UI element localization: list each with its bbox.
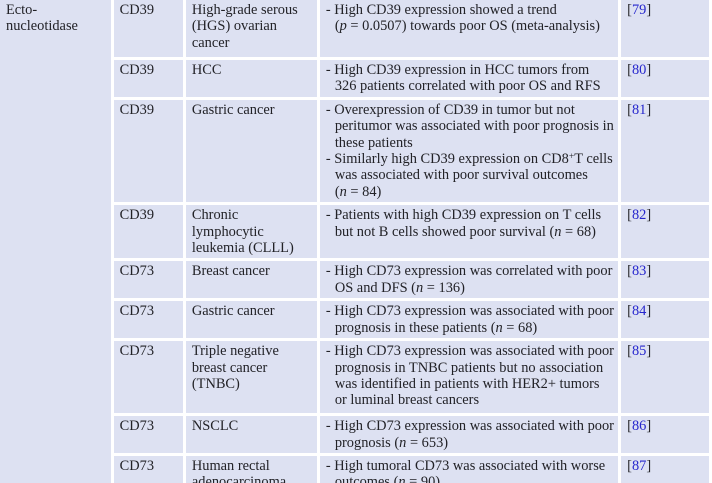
findings-cell: - High CD73 expression was associated wi… [319, 301, 619, 339]
finding-item: - High CD73 expression was associated wi… [325, 343, 614, 409]
reference-cell: [80] [621, 60, 709, 97]
citation-open-bracket: [ [627, 263, 632, 280]
citation-close-bracket: ] [646, 303, 652, 320]
table-row: CD73 NSCLC - High CD73 expression was as… [0, 416, 709, 453]
marker-cell: CD73 [113, 455, 183, 483]
finding-item: - Similarly high CD39 expression on CD8+… [325, 151, 613, 200]
table-row: CD39 HCC - High CD39 expression in HCC t… [0, 60, 709, 97]
cancer-type-cell: Triple negative breast cancer (TNBC) [185, 341, 317, 414]
citation-open-bracket: [ [627, 101, 632, 118]
marker-cell: CD39 [113, 60, 183, 97]
table-row: CD73 Human rectal adenocarcinoma - High … [0, 455, 709, 483]
citation-link[interactable]: 84 [631, 303, 647, 320]
citation-link[interactable]: 86 [631, 418, 647, 435]
finding-item: - Overexpression of CD39 in tumor but no… [325, 101, 614, 151]
citation-link[interactable]: 85 [631, 343, 647, 360]
findings-cell: - High CD39 expression showed a trend (p… [319, 0, 619, 57]
reference-cell: [79] [621, 0, 709, 57]
findings-cell: - Patients with high CD39 expression on … [319, 205, 619, 259]
citation-link[interactable]: 79 [631, 2, 647, 18]
citation-open-bracket: [ [627, 62, 632, 78]
cancer-type-cell: High-grade serous (HGS) ovarian cancer [185, 0, 317, 57]
table-row: CD39 Gastric cancer - Overexpression of … [0, 99, 709, 203]
findings-cell: - High CD73 expression was correlated wi… [319, 261, 619, 299]
finding-item: - High CD39 expression in HCC tumors fro… [325, 62, 601, 95]
findings-cell: - High CD39 expression in HCC tumors fro… [319, 60, 619, 97]
cancer-type-cell: NSCLC [185, 416, 317, 453]
marker-cell: CD39 [113, 205, 183, 259]
citation-close-bracket: ] [646, 418, 652, 435]
table-row: CD73 Breast cancer - High CD73 expressio… [0, 261, 709, 299]
citation-open-bracket: [ [627, 457, 632, 474]
citation-open-bracket: [ [627, 343, 632, 360]
finding-item: - High CD39 expression showed a trend (p… [325, 2, 600, 35]
cancer-type-cell: Gastric cancer [185, 301, 317, 339]
reference-cell: [83] [621, 261, 709, 299]
reference-cell: [81] [621, 99, 709, 203]
finding-item: - High CD73 expression was associated wi… [325, 418, 614, 451]
citation-close-bracket: ] [646, 343, 652, 360]
cancer-type-cell: HCC [185, 60, 317, 97]
reference-cell: [85] [621, 341, 709, 414]
findings-cell: - High CD73 expression was associated wi… [319, 416, 619, 453]
citation-link[interactable]: 83 [631, 263, 647, 280]
marker-cell: CD39 [113, 0, 183, 57]
table-row: CD39 Chronic lymphocytic leukemia (CLLL)… [0, 205, 709, 259]
marker-cell: CD73 [113, 416, 183, 453]
citation-link[interactable]: 81 [631, 101, 647, 118]
marker-cell: CD73 [113, 261, 183, 299]
citation-open-bracket: [ [627, 303, 632, 320]
citation-link[interactable]: 82 [631, 207, 647, 224]
finding-item: - Patients with high CD39 expression on … [325, 207, 602, 240]
citation-close-bracket: ] [646, 101, 652, 118]
cancer-type-cell: Chronic lymphocytic leukemia (CLLL) [185, 205, 317, 259]
marker-cell: CD39 [113, 99, 183, 203]
citation-close-bracket: ] [646, 457, 652, 474]
table-row: CD73 Triple negative breast cancer (TNBC… [0, 341, 709, 414]
cancer-type-cell: Gastric cancer [185, 99, 317, 203]
citation-close-bracket: ] [646, 263, 652, 280]
marker-cell: CD73 [113, 301, 183, 339]
finding-item: - High CD73 expression was associated wi… [325, 303, 614, 336]
finding-item: - High tumoral CD73 was associated with … [325, 457, 606, 483]
citation-open-bracket: [ [627, 207, 632, 224]
citation-close-bracket: ] [646, 207, 652, 224]
citation-close-bracket: ] [646, 62, 652, 78]
category-cell: Ecto-nucleotidase [0, 0, 111, 483]
findings-cell: - High CD73 expression was associated wi… [319, 341, 619, 414]
citation-open-bracket: [ [627, 418, 632, 435]
citation-link[interactable]: 87 [631, 457, 647, 474]
findings-cell: - Overexpression of CD39 in tumor but no… [319, 99, 619, 203]
table-row: CD73 Gastric cancer - High CD73 expressi… [0, 301, 709, 339]
reference-cell: [87] [621, 455, 709, 483]
finding-item: - High CD73 expression was correlated wi… [325, 263, 613, 296]
reference-cell: [82] [621, 205, 709, 259]
reference-cell: [86] [621, 416, 709, 453]
findings-cell: - High tumoral CD73 was associated with … [319, 455, 619, 483]
cancer-type-cell: Breast cancer [185, 261, 317, 299]
reference-cell: [84] [621, 301, 709, 339]
citation-close-bracket: ] [646, 2, 652, 18]
citation-open-bracket: [ [627, 2, 632, 18]
cancer-type-cell: Human rectal adenocarcinoma [185, 455, 317, 483]
marker-cell: CD73 [113, 341, 183, 414]
citation-link[interactable]: 80 [631, 62, 647, 78]
